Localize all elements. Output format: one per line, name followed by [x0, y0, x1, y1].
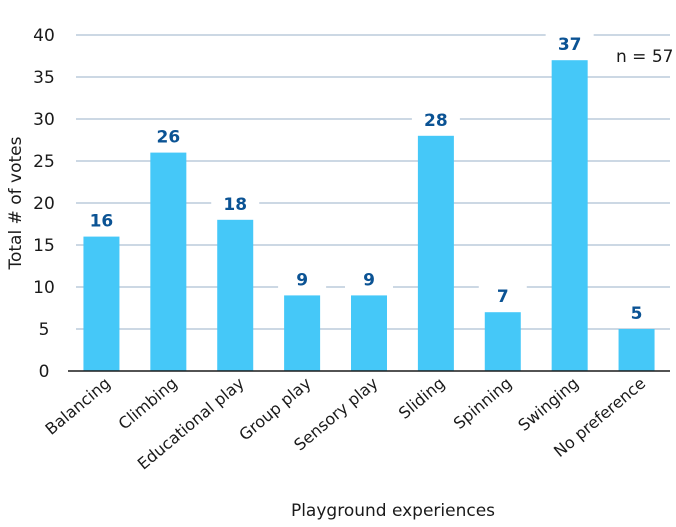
value-label: 9 [296, 270, 308, 290]
bar-climbing [150, 152, 187, 371]
bar-no-preference [618, 329, 655, 371]
sample-size-annotation: n = 57 [616, 47, 673, 67]
annotation-background [610, 44, 676, 68]
value-label-background [144, 122, 193, 147]
value-label: 37 [558, 35, 582, 55]
value-label-background [612, 299, 661, 323]
value-label-background [545, 30, 594, 55]
y-tick-label: 30 [33, 110, 55, 130]
y-tick-label: 0 [39, 362, 50, 382]
y-tick-label: 5 [39, 320, 50, 340]
bar-educational-play [217, 219, 254, 371]
x-tick-label: Climbing [115, 374, 181, 434]
value-label-background [278, 265, 327, 290]
value-label-background [478, 282, 527, 307]
value-label: 5 [631, 304, 643, 324]
y-tick-label: 40 [33, 26, 55, 46]
y-tick-label: 35 [33, 68, 55, 88]
y-axis-ticks: 0 5 10 15 20 25 30 35 40 [33, 26, 55, 382]
y-tick-label: 10 [33, 278, 55, 298]
bar-balancing [83, 236, 120, 371]
x-axis-title: Playground experiences [291, 501, 495, 521]
bar-group-play [284, 295, 321, 371]
x-tick-label: Balancing [42, 374, 115, 439]
y-tick-label: 20 [33, 194, 55, 214]
x-tick-label: Swinging [514, 374, 582, 435]
value-label-background [345, 265, 393, 290]
y-tick-label: 15 [33, 236, 55, 256]
value-label: 18 [223, 195, 247, 215]
bar-swinging [551, 60, 588, 371]
value-label: 7 [497, 287, 509, 307]
bars: 16 26 18 9 9 28 7 37 5 [77, 30, 661, 371]
value-label-background [77, 206, 126, 231]
value-label: 9 [363, 270, 375, 290]
x-tick-label: Spinning [450, 374, 516, 433]
value-label: 28 [424, 111, 448, 131]
y-tick-label: 25 [33, 152, 55, 172]
value-label-background [211, 189, 260, 214]
bar-sliding [417, 135, 454, 371]
value-label-background [411, 105, 460, 130]
bar-spinning [484, 312, 521, 371]
x-tick-label: Sliding [395, 374, 449, 423]
bar-sensory-play [351, 295, 387, 371]
value-label: 26 [156, 128, 180, 148]
value-label: 16 [90, 212, 114, 232]
y-axis-title: Total # of votes [6, 136, 26, 270]
